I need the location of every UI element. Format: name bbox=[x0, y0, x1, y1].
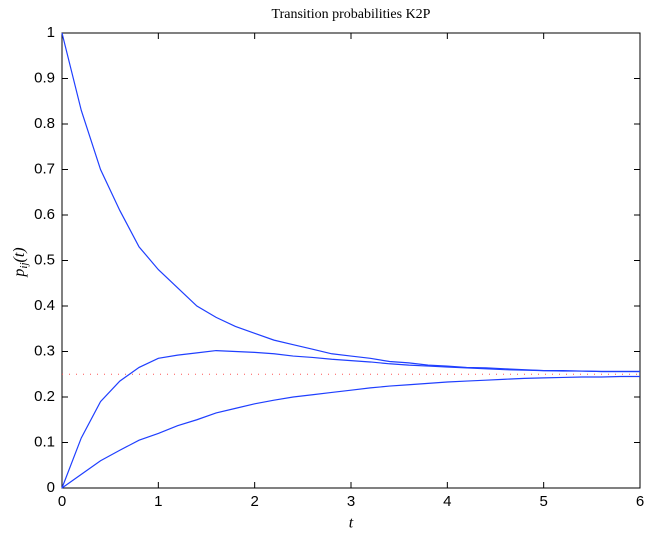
x-tick-label: 5 bbox=[539, 493, 547, 510]
x-tick-label: 6 bbox=[636, 493, 644, 510]
y-tick-label: 0.6 bbox=[34, 206, 55, 223]
y-label-arg: (t) bbox=[11, 247, 28, 262]
chart-title: Transition probabilities K2P bbox=[272, 7, 431, 22]
x-tick-label: 3 bbox=[347, 493, 355, 510]
y-axis-label: pij(t) bbox=[11, 247, 30, 277]
y-label-base: p bbox=[11, 269, 28, 278]
y-tick-label: 0.9 bbox=[34, 69, 55, 86]
y-label-sub: ij bbox=[18, 262, 30, 268]
y-tick-label: 0.8 bbox=[34, 115, 55, 132]
x-tick-label: 4 bbox=[443, 493, 451, 510]
y-tick-label: 0.7 bbox=[34, 160, 55, 177]
series-line bbox=[61, 349, 640, 489]
series-line bbox=[61, 375, 640, 489]
x-axis-label: t bbox=[349, 515, 354, 532]
y-tick-label: 0.1 bbox=[34, 433, 55, 450]
x-tick-label: 2 bbox=[250, 493, 258, 510]
x-tick-label: 0 bbox=[58, 493, 66, 510]
y-tick-label: 0.3 bbox=[34, 342, 55, 359]
x-tick-label: 1 bbox=[154, 493, 162, 510]
y-tick-label: 0.4 bbox=[34, 297, 55, 314]
y-tick-label: 0 bbox=[47, 479, 55, 496]
y-tick-label: 0.2 bbox=[34, 388, 55, 405]
y-tick-label: 0.5 bbox=[34, 251, 55, 268]
y-tick-label: 1 bbox=[47, 24, 55, 41]
